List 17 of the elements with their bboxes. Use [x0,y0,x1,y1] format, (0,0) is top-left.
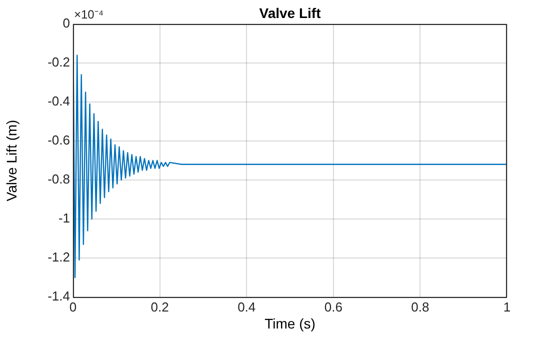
y-tick-label: 0 [62,16,70,31]
y-tick-label: -0.6 [48,132,70,148]
text: ×10⁻⁴ [74,7,104,22]
y-tick-label: -0.2 [48,54,70,70]
x-tick-label: 1 [503,299,511,314]
y-tick-label: -1.4 [48,288,70,304]
y-tick-label: -0.8 [48,172,70,187]
y-tick-label: -1.2 [48,250,70,265]
x-tick-label: 0.4 [238,299,256,314]
y-tick-label: -0.4 [48,94,70,109]
y-tick-label: -1 [58,210,70,226]
x-tick-label: 0.6 [324,299,342,314]
x-tick-label: 0.2 [150,299,169,314]
x-axis-title: Time (s) [264,315,316,332]
chart-title: Valve Lift [259,4,322,21]
y-axis-title: Valve Lift (m) [3,120,20,202]
x-tick-label: 0.8 [411,299,430,314]
